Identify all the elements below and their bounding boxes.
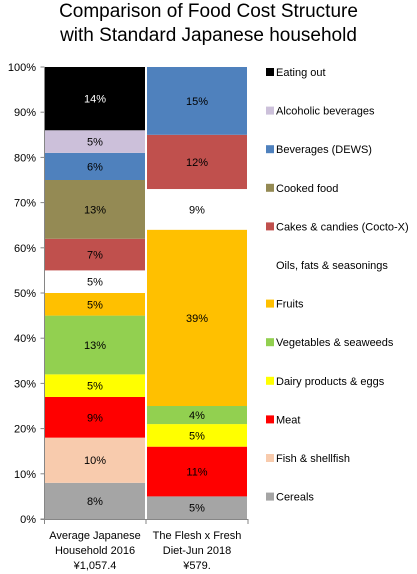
y-tick-label: 30% [14,378,36,390]
y-tick-label: 50% [14,288,36,300]
legend-swatch [266,299,274,308]
bar-segment [45,180,145,239]
bar-segment [45,152,145,180]
bar-segment [45,270,145,293]
bar-segment [45,315,145,375]
bar-segment [147,446,247,497]
data-label: 13% [84,204,106,216]
bar-segment [147,189,247,230]
data-label: 12% [186,157,208,169]
y-tick-label: 20% [14,424,36,436]
data-label: 9% [189,204,205,216]
legend-label: Alcoholic beverages [276,106,375,118]
legend-swatch [266,492,274,501]
bar-segment [45,396,145,438]
bar-segment [147,406,247,425]
legend-label: Cakes & candies (Cocto-X) [276,221,409,233]
bar-segment [147,496,247,519]
legend-swatch [266,415,274,424]
legend-label: Eating out [276,67,326,79]
chart-title: Comparison of Food Cost Structure with S… [0,0,417,48]
bar-segment [45,437,145,483]
legend-swatch [266,454,274,462]
y-tick-label: 60% [14,243,36,255]
legend-swatch [265,260,275,270]
legend-swatch [266,338,274,347]
y-tick-label: 90% [14,107,36,119]
legend-label: Oils, fats & seasonings [276,260,388,272]
legend-label: Dairy products & eggs [276,376,385,388]
chart-title-line-2: with Standard Japanese household [60,25,357,46]
legend-label: Fruits [276,299,304,311]
y-tick-label: 0% [20,514,36,526]
legend-swatch [266,222,274,231]
bar-segment [45,293,145,316]
data-label: 6% [87,161,103,173]
data-label: 4% [189,410,205,422]
legend-swatch [266,376,274,385]
data-label: 14% [84,94,106,106]
data-label: 15% [186,96,208,108]
data-label: 39% [186,313,208,325]
category-label: Average Japanese [49,530,141,542]
legend-label: Vegetables & seaweeds [276,337,394,349]
bar-segment [45,482,145,519]
y-tick-label: 10% [14,469,36,481]
category-label: ¥579. [182,560,211,572]
legend-label: Beverages (DEWS) [276,144,372,156]
y-tick-label: 100% [8,62,36,74]
chart-title-line-1: Comparison of Food Cost Structure [59,1,358,22]
bar-segment [147,229,247,406]
data-label: 10% [84,455,106,467]
data-label: 7% [87,250,103,262]
data-label: 5% [87,381,103,393]
data-label: 5% [189,430,205,442]
bar-segment [45,67,145,131]
y-tick-label: 80% [14,152,36,164]
legend-label: Fish & shellfish [276,453,350,465]
legend-label: Cooked food [276,183,338,195]
legend-label: Cereals [276,492,314,504]
y-tick-label: 70% [14,198,36,210]
legend-swatch [266,183,274,192]
data-label: 9% [87,412,103,424]
data-label: 5% [87,299,103,311]
category-label: Household 2016 [55,545,135,557]
bar-segment [45,374,145,397]
y-tick-label: 40% [14,333,36,345]
bar-segment [45,238,145,271]
data-label: 5% [87,137,103,149]
legend-swatch [266,145,274,154]
category-label: Diet-Jun 2018 [163,545,232,557]
legend-swatch [266,106,274,115]
category-label: The Flesh x Fresh [153,530,242,542]
bar-segment [147,134,247,190]
data-label: 8% [87,496,103,508]
bar-segment [147,424,247,447]
data-label: 5% [189,503,205,515]
legend-label: Meat [276,414,300,426]
category-label: ¥1,057.4 [73,560,117,572]
data-label: 13% [84,340,106,352]
bar-segment [45,130,145,153]
data-label: 5% [87,277,103,289]
legend-swatch [266,68,274,76]
bar-segment [147,67,247,135]
data-label: 11% [186,467,207,479]
